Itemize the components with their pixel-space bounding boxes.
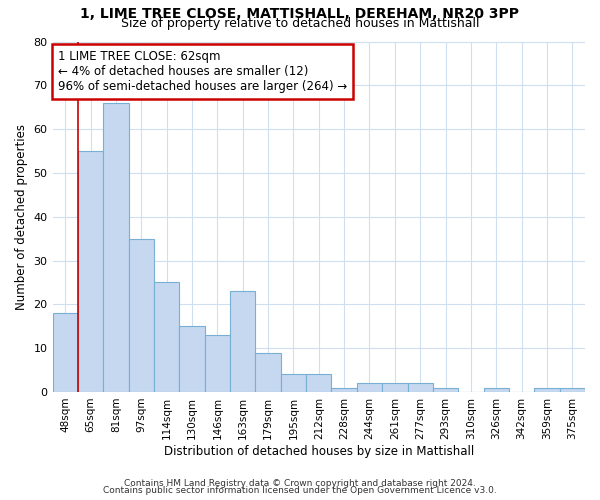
- Bar: [433, 388, 458, 392]
- Bar: [484, 388, 509, 392]
- Bar: [382, 383, 407, 392]
- Bar: [205, 335, 230, 392]
- Text: Contains public sector information licensed under the Open Government Licence v3: Contains public sector information licen…: [103, 486, 497, 495]
- Text: 1 LIME TREE CLOSE: 62sqm
← 4% of detached houses are smaller (12)
96% of semi-de: 1 LIME TREE CLOSE: 62sqm ← 4% of detache…: [58, 50, 347, 94]
- Bar: [331, 388, 357, 392]
- Text: Size of property relative to detached houses in Mattishall: Size of property relative to detached ho…: [121, 18, 479, 30]
- Bar: [407, 383, 433, 392]
- Bar: [230, 291, 256, 392]
- Bar: [306, 374, 331, 392]
- Bar: [179, 326, 205, 392]
- Text: Contains HM Land Registry data © Crown copyright and database right 2024.: Contains HM Land Registry data © Crown c…: [124, 478, 476, 488]
- X-axis label: Distribution of detached houses by size in Mattishall: Distribution of detached houses by size …: [164, 444, 474, 458]
- Bar: [78, 151, 103, 392]
- Bar: [53, 313, 78, 392]
- Bar: [103, 103, 128, 392]
- Bar: [560, 388, 585, 392]
- Bar: [281, 374, 306, 392]
- Bar: [357, 383, 382, 392]
- Bar: [256, 352, 281, 392]
- Bar: [128, 238, 154, 392]
- Bar: [534, 388, 560, 392]
- Y-axis label: Number of detached properties: Number of detached properties: [15, 124, 28, 310]
- Bar: [154, 282, 179, 392]
- Text: 1, LIME TREE CLOSE, MATTISHALL, DEREHAM, NR20 3PP: 1, LIME TREE CLOSE, MATTISHALL, DEREHAM,…: [80, 8, 520, 22]
